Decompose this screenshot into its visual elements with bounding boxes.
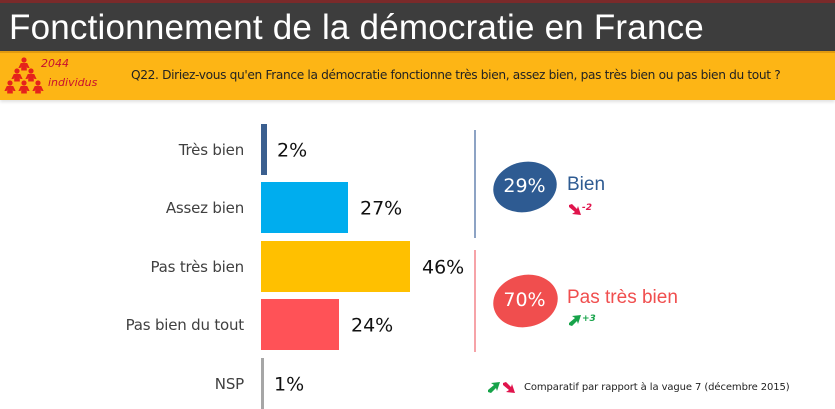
question-text: Q22. Diriez-vous qu'en France la démocra… bbox=[131, 68, 781, 82]
sample-size: 2044 bbox=[41, 57, 69, 70]
sample-label: individus bbox=[48, 76, 98, 89]
bar-value-label: 46% bbox=[422, 257, 464, 279]
bien-total-value: 29% bbox=[503, 175, 546, 197]
page-title: Fonctionnement de la démocratie en Franc… bbox=[9, 8, 704, 47]
category-label: Très bien bbox=[178, 141, 244, 159]
comparison-footnote: Comparatif par rapport à la vague 7 (déc… bbox=[524, 382, 790, 393]
arrow-down-icon bbox=[569, 204, 581, 215]
category-label: Pas très bien bbox=[150, 258, 244, 276]
pas-bien-delta: +3 bbox=[582, 314, 596, 324]
question-band: 2044 individus Q22. Diriez-vous qu'en Fr… bbox=[0, 51, 835, 100]
pas-bien-divider-line bbox=[474, 250, 476, 352]
bar bbox=[261, 241, 410, 292]
legend-arrow-down-icon bbox=[503, 382, 515, 393]
bar-value-label: 1% bbox=[274, 374, 304, 396]
bien-divider-line bbox=[474, 130, 476, 238]
bar bbox=[261, 358, 264, 409]
bien-group-label: Bien bbox=[567, 174, 606, 195]
bar-value-label: 27% bbox=[360, 198, 402, 220]
people-icon bbox=[4, 57, 44, 94]
header-top-line bbox=[0, 0, 835, 3]
bar bbox=[261, 124, 267, 175]
title-bar: Fonctionnement de la démocratie en Franc… bbox=[0, 3, 835, 51]
arrow-up-icon bbox=[569, 315, 581, 326]
bar bbox=[261, 182, 348, 233]
bar-value-label: 2% bbox=[277, 140, 307, 162]
category-label: NSP bbox=[214, 375, 244, 393]
category-label: Assez bien bbox=[165, 199, 244, 217]
pas-bien-group-label: Pas très bien bbox=[567, 287, 678, 308]
pas-bien-total-value: 70% bbox=[503, 289, 546, 311]
bar bbox=[261, 299, 339, 350]
bar-value-label: 24% bbox=[351, 315, 393, 337]
category-label: Pas bien du tout bbox=[125, 316, 245, 334]
legend-arrow-up-icon bbox=[488, 382, 500, 393]
bien-delta: -2 bbox=[582, 203, 592, 213]
